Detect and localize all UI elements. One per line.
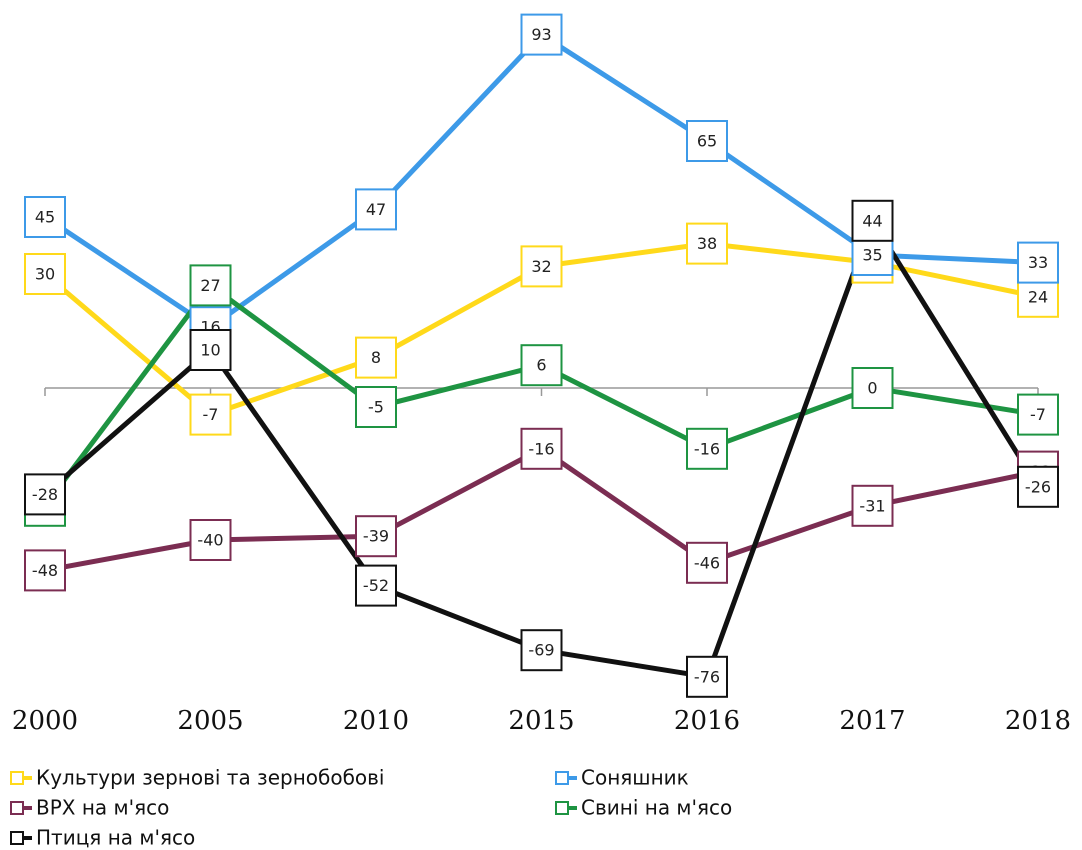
x-tick-label: 2000 (12, 706, 78, 736)
data-label: 27 (200, 276, 220, 295)
data-marker (24, 473, 66, 516)
data-label: 33 (1028, 253, 1048, 272)
data-marker (686, 222, 728, 265)
data-label: 24 (1028, 287, 1048, 306)
x-tick-label: 2015 (508, 706, 574, 736)
data-marker (520, 427, 563, 470)
data-marker (686, 120, 728, 162)
legend-label: ВРХ на м'ясо (36, 796, 169, 820)
data-marker (686, 541, 728, 584)
legend-label: Соняшник (581, 766, 689, 790)
data-label: -40 (197, 531, 223, 550)
x-tick-label: 2016 (674, 706, 740, 736)
legend-label: Свині на м'ясо (581, 796, 732, 820)
data-marker (520, 13, 563, 56)
data-marker (520, 245, 563, 288)
data-marker (851, 484, 894, 527)
x-tick-label: 2005 (177, 706, 243, 736)
data-marker (1017, 465, 1059, 508)
x-tick-label: 2017 (839, 706, 905, 736)
data-marker (520, 344, 563, 387)
data-marker (686, 655, 728, 698)
data-marker (24, 196, 66, 238)
data-label: -52 (363, 576, 389, 595)
data-marker (24, 253, 66, 295)
data-label: 38 (697, 234, 717, 253)
data-marker (355, 188, 397, 231)
legend-swatch-marker (555, 771, 569, 785)
data-label: 30 (35, 265, 55, 284)
x-tick-label: 2018 (1005, 706, 1071, 736)
data-label: -46 (694, 553, 720, 572)
data-label: 6 (536, 356, 546, 375)
data-label: -7 (1030, 405, 1046, 424)
data-label: 45 (35, 208, 55, 227)
data-marker (686, 427, 728, 470)
data-label: -48 (32, 561, 58, 580)
data-label: -26 (1025, 477, 1051, 496)
data-label: -76 (694, 667, 720, 686)
data-marker (24, 549, 66, 592)
data-label: -28 (32, 485, 58, 504)
data-label: -16 (528, 439, 554, 458)
data-label: -39 (363, 527, 389, 546)
data-marker (189, 264, 232, 307)
data-label: -5 (368, 398, 384, 417)
data-label: 65 (697, 132, 717, 151)
data-marker (355, 564, 397, 607)
data-label: 35 (862, 246, 882, 265)
data-label: -31 (859, 496, 885, 515)
legend-swatch-marker (10, 801, 24, 815)
data-marker (189, 519, 232, 561)
data-label: 0 (867, 379, 877, 398)
data-marker (851, 367, 894, 409)
data-marker (189, 393, 232, 436)
legend-swatch-marker (555, 801, 569, 815)
data-marker (355, 336, 397, 379)
data-marker (851, 199, 894, 242)
data-label: 93 (531, 25, 551, 44)
legend-label: Культури зернові та зернобобові (36, 766, 385, 790)
data-label: -16 (694, 439, 720, 458)
data-marker (1017, 393, 1059, 436)
data-label: -69 (528, 641, 554, 660)
x-tick-label: 2010 (343, 706, 409, 736)
legend-label: Птиця на м'ясо (36, 826, 195, 850)
data-marker (355, 386, 397, 428)
data-label: 8 (371, 348, 381, 367)
data-label: 44 (862, 211, 882, 230)
data-label: 10 (200, 341, 220, 360)
legend-swatch-marker (10, 831, 24, 845)
data-label: -7 (203, 405, 219, 424)
data-marker (1017, 241, 1059, 284)
data-marker (355, 515, 397, 558)
legend-swatch-marker (10, 771, 24, 785)
data-label: 47 (366, 200, 386, 219)
data-marker (189, 329, 232, 371)
data-marker (520, 629, 563, 672)
data-label: 32 (531, 257, 551, 276)
